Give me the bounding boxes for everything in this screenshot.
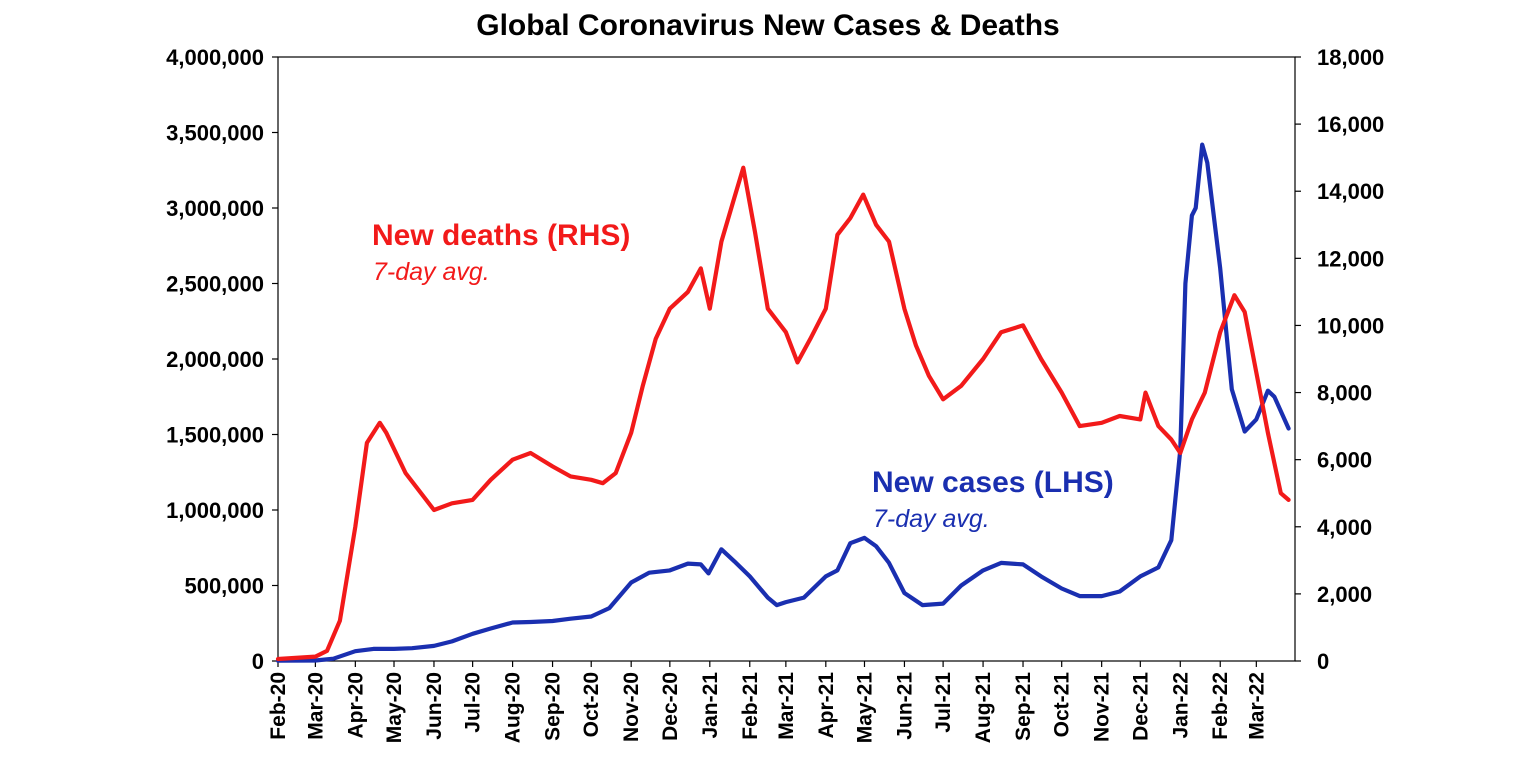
x-tick-label: Jun-20: [423, 672, 446, 740]
right-tick-label: 8,000: [1317, 381, 1372, 406]
left-tick-label: 0: [252, 649, 264, 674]
deaths-sublabel: 7-day avg.: [373, 258, 490, 286]
cases-label: New cases (LHS): [872, 466, 1114, 499]
right-tick-label: 18,000: [1317, 45, 1384, 70]
left-tick-label: 2,000,000: [166, 347, 264, 372]
right-tick-label: 12,000: [1317, 246, 1384, 271]
x-tick-label: Feb-22: [1209, 672, 1232, 740]
deaths-label: New deaths (RHS): [372, 219, 630, 252]
right-tick-label: 4,000: [1317, 515, 1372, 540]
x-tick-label: Nov-21: [1091, 672, 1114, 742]
right-axis: 0 2,000 4,000 6,000 8,000 10,000 12,000 14,000 1…: [1295, 45, 1384, 674]
left-axis: 0 500,000 1,000,000 1,500,000 2,000,000 2,500…: [166, 45, 278, 674]
x-tick-label: Oct-21: [1051, 672, 1074, 738]
left-tick-label: 1,500,000: [166, 423, 264, 448]
left-tick-label: 3,000,000: [166, 196, 264, 221]
x-tick-label: May-21: [853, 672, 876, 744]
x-axis: Feb-20 Mar-20 Apr-20 May-20 Jun-20 Jul-20 Aug-…: [267, 661, 1268, 743]
x-tick-label: Nov-20: [620, 672, 643, 742]
right-tick-label: 14,000: [1317, 179, 1384, 204]
series-layer: [275, 142, 1291, 663]
right-tick-label: 0: [1317, 649, 1329, 674]
x-tick-label: Mar-20: [304, 672, 327, 740]
x-tick-label: Dec-21: [1129, 672, 1152, 741]
x-tick-label: Dec-20: [659, 672, 682, 741]
x-tick-label: Jan-22: [1169, 672, 1192, 739]
new-cases-line: [275, 142, 1291, 663]
x-tick-label: May-20: [383, 672, 406, 743]
chart-title: Global Coronavirus New Cases & Deaths: [476, 9, 1060, 42]
x-tick-label: Feb-20: [267, 672, 290, 740]
x-tick-label: Mar-22: [1245, 672, 1268, 740]
x-tick-label: Apr-21: [815, 672, 838, 739]
plot-frame: [277, 56, 1296, 662]
right-tick-label: 10,000: [1317, 313, 1384, 338]
right-tick-label: 6,000: [1317, 448, 1372, 473]
left-tick-label: 3,500,000: [166, 121, 264, 146]
left-tick-label: 500,000: [184, 574, 264, 599]
right-tick-label: 16,000: [1317, 112, 1384, 137]
cases-sublabel: 7-day avg.: [873, 505, 990, 533]
x-tick-label: Sep-20: [542, 672, 565, 741]
new-deaths-line: [275, 165, 1291, 662]
x-tick-label: Aug-21: [972, 672, 995, 743]
x-tick-label: Jan-21: [699, 672, 722, 739]
x-tick-label: Jul-21: [932, 672, 955, 733]
x-tick-label: Apr-20: [344, 672, 367, 739]
left-tick-label: 2,500,000: [166, 272, 264, 297]
x-tick-label: Mar-21: [775, 672, 798, 740]
x-tick-label: Feb-21: [739, 672, 762, 740]
x-tick-label: Aug-20: [502, 672, 525, 743]
x-tick-label: Oct-20: [580, 672, 603, 737]
x-tick-label: Jul-20: [462, 672, 485, 733]
x-tick-label: Jun-21: [893, 672, 916, 740]
left-tick-label: 1,000,000: [166, 498, 264, 523]
x-tick-label: Sep-21: [1012, 672, 1035, 741]
right-tick-label: 2,000: [1317, 582, 1372, 607]
left-tick-label: 4,000,000: [166, 45, 264, 70]
